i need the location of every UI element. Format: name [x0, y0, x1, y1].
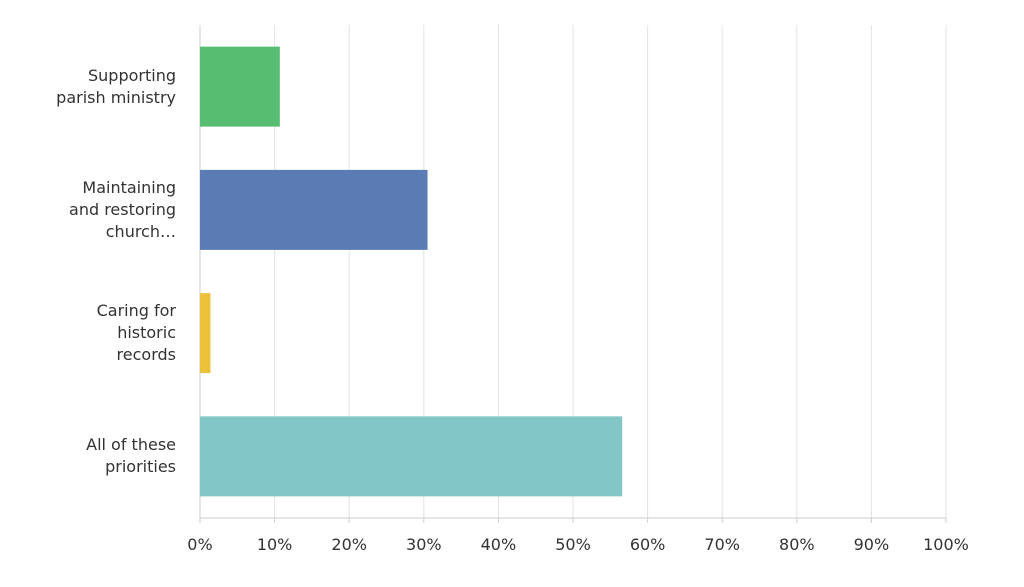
x-tick-label: 60%: [630, 535, 666, 554]
x-tick-label: 70%: [704, 535, 740, 554]
x-tick-label: 100%: [923, 535, 969, 554]
bar: [200, 169, 428, 250]
y-tick-label: Maintaining and restoring church…: [69, 177, 176, 241]
x-tick-label: 30%: [406, 535, 442, 554]
x-tick-label: 20%: [331, 535, 367, 554]
bar: [200, 416, 623, 497]
x-tick-label: 10%: [257, 535, 293, 554]
y-tick-label: All of these priorities: [86, 435, 176, 477]
x-tick-label: 90%: [854, 535, 890, 554]
x-tick-label: 0%: [187, 535, 212, 554]
bar: [200, 46, 280, 127]
bar: [200, 293, 211, 374]
x-tick-label: 50%: [555, 535, 591, 554]
y-tick-label: Caring for historic records: [96, 301, 176, 365]
y-tick-label: Supporting parish ministry: [56, 65, 176, 107]
x-tick-label: 80%: [779, 535, 815, 554]
x-tick-label: 40%: [481, 535, 517, 554]
